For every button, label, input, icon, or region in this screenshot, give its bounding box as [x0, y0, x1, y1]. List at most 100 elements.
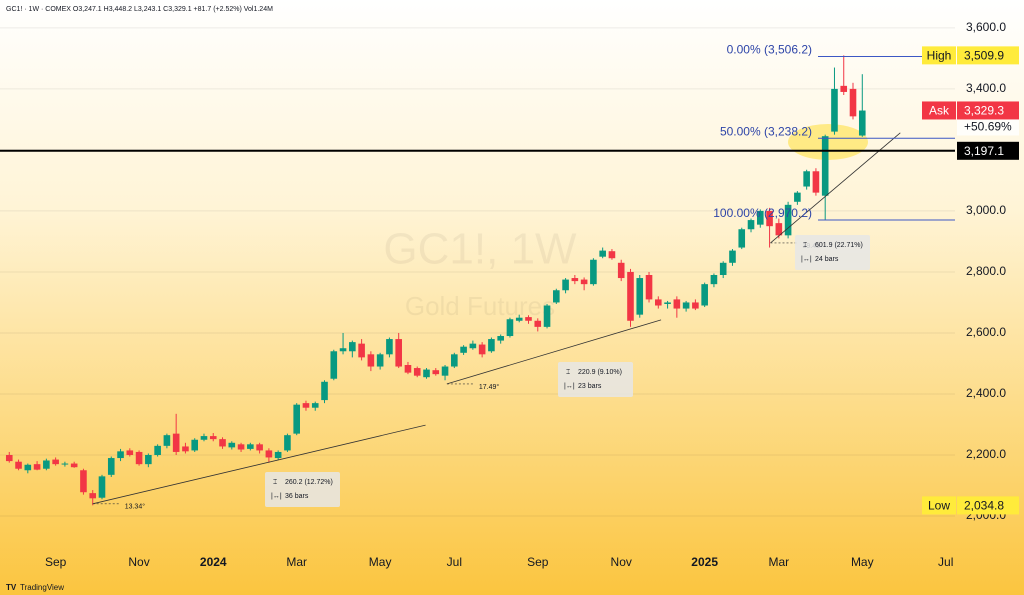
- measure-icon: |↔|: [271, 493, 282, 500]
- x-tick-label: 2024: [200, 555, 227, 569]
- x-tick-label: Jul: [447, 555, 462, 569]
- candle-body: [5, 455, 13, 462]
- candle-body: [349, 342, 356, 352]
- candle-body: [469, 343, 477, 349]
- change-box: [957, 119, 1019, 136]
- candle-body: [413, 368, 421, 376]
- candle-body: [580, 279, 588, 285]
- candle-body: [571, 278, 579, 282]
- candle-body: [107, 458, 115, 475]
- candle-body: [126, 450, 134, 455]
- candle-body: [831, 88, 838, 132]
- candle-body: [145, 455, 152, 465]
- price-name: Ask: [929, 104, 950, 118]
- candle-body: [655, 299, 662, 306]
- candle-body: [376, 354, 384, 367]
- candle-body: [812, 171, 820, 193]
- measure-bars: 36 bars: [285, 493, 309, 500]
- candle-body: [70, 463, 78, 468]
- measure-icon: ⌶: [566, 369, 570, 376]
- candle-body: [858, 110, 866, 136]
- y-tick-label: 2,800.0: [966, 264, 1006, 278]
- candle-body: [645, 275, 653, 300]
- candle-body: [302, 403, 310, 408]
- change-label: +50.69%: [964, 120, 1012, 134]
- candle-body: [460, 346, 467, 353]
- watermark-subtitle: Gold Futures: [405, 291, 555, 321]
- candle-body: [284, 435, 291, 451]
- measure-box: [265, 472, 340, 507]
- candle-body: [98, 476, 106, 498]
- candle-body: [247, 444, 254, 449]
- price-name-box: [922, 46, 956, 65]
- candle-body: [274, 451, 282, 459]
- candle-body: [80, 470, 87, 493]
- candle-body: [784, 204, 792, 236]
- candle-body: [386, 339, 393, 355]
- candle-body: [682, 302, 690, 309]
- candle-body: [692, 302, 699, 309]
- candle-body: [61, 463, 69, 465]
- candle-body: [432, 370, 440, 375]
- candle-body: [849, 88, 857, 117]
- angle-label: 13.34°: [125, 503, 146, 511]
- candle-body: [617, 262, 625, 279]
- candle-body: [497, 336, 504, 341]
- candle-body: [200, 436, 208, 440]
- y-tick-label: 3,600.0: [966, 20, 1006, 34]
- candle-body: [43, 460, 50, 469]
- price-label-box: [957, 46, 1019, 65]
- candle-body: [673, 299, 681, 309]
- price-label-box: [957, 101, 1019, 120]
- candle-body: [562, 279, 569, 291]
- candle-body: [627, 271, 634, 321]
- plot: [5, 55, 866, 506]
- candle-body: [135, 451, 143, 465]
- candle-body: [553, 290, 560, 303]
- candle-body: [608, 251, 616, 259]
- candle-body: [219, 439, 226, 447]
- fib-label: 50.00% (3,238.2): [720, 124, 812, 138]
- candle-body: [488, 339, 495, 352]
- price-label-box: [957, 496, 1019, 515]
- price-label: 2,034.8: [964, 499, 1004, 513]
- candle-body: [311, 403, 319, 408]
- candle-body: [451, 354, 458, 367]
- candle-body: [163, 435, 171, 446]
- candle-body: [506, 319, 514, 337]
- candle-body: [543, 305, 551, 327]
- candle-body: [182, 446, 189, 452]
- measure-bars: 24 bars: [815, 256, 839, 263]
- candle-body: [775, 223, 783, 236]
- candle-body: [367, 354, 375, 367]
- measure-box: [795, 235, 870, 270]
- y-tick-label: 3,000.0: [966, 203, 1006, 217]
- candle-body: [590, 259, 597, 285]
- candle-body: [339, 348, 347, 352]
- candle-body: [803, 171, 810, 187]
- candle-body: [821, 136, 829, 196]
- watermark-title: GC1!, 1W: [383, 225, 577, 274]
- candle-body: [33, 464, 41, 470]
- price-label-box: [957, 141, 1019, 160]
- candle-body: [256, 444, 263, 451]
- trendline: [92, 424, 426, 505]
- candle-body: [191, 439, 199, 451]
- candle-body: [209, 436, 217, 440]
- x-tick-label: Mar: [286, 555, 307, 569]
- annotations: 13.34°17.49°39.45°⌶260.2 (12.72%)|↔|36 b…: [0, 43, 955, 511]
- axes: 2,000.02,200.02,400.02,600.02,800.03,000…: [45, 20, 1019, 569]
- x-tick-label: Nov: [128, 555, 149, 569]
- candle-body: [738, 229, 746, 248]
- candle-body: [441, 366, 449, 376]
- candle-body: [330, 351, 338, 379]
- candle-body: [237, 444, 245, 450]
- candle-body: [265, 450, 273, 458]
- candle-body: [794, 192, 801, 202]
- trendline: [446, 319, 662, 385]
- candle-body: [358, 343, 365, 358]
- candle-body: [404, 365, 412, 373]
- candle-body: [15, 461, 22, 469]
